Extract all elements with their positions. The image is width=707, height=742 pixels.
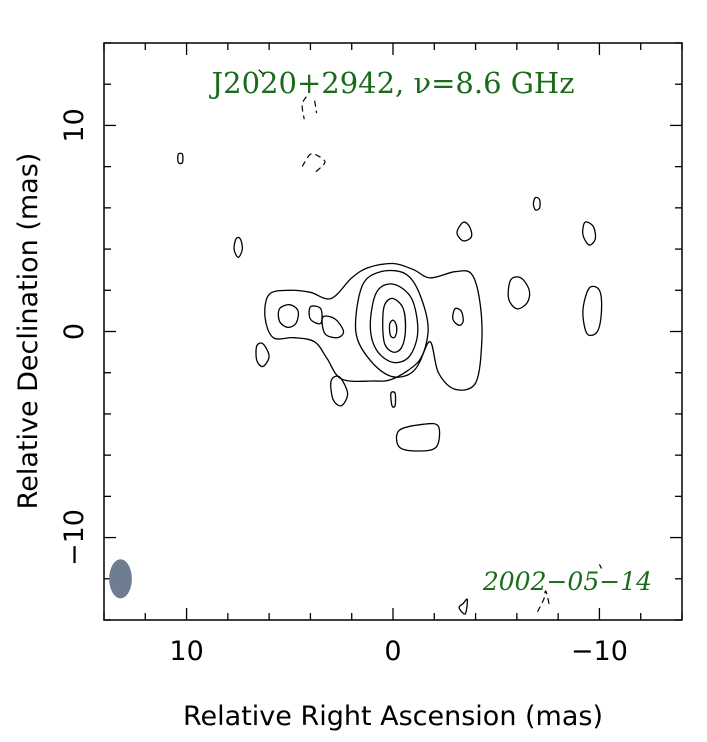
positive-contour bbox=[458, 598, 469, 615]
positive-contour bbox=[255, 342, 270, 368]
positive-contour bbox=[177, 152, 184, 165]
positive-contour bbox=[532, 196, 541, 211]
x-axis-label: Relative Right Ascension (mas) bbox=[183, 701, 603, 732]
positive-contour bbox=[452, 307, 464, 326]
x-tick-label: 10 bbox=[169, 636, 203, 667]
positive-contour bbox=[582, 221, 597, 246]
positive-contour bbox=[382, 297, 407, 353]
y-tick-labels: 10 0 −10 bbox=[59, 108, 90, 566]
positive-contour bbox=[277, 304, 300, 329]
chart-title: J2020+2942, ν=8.6 GHz bbox=[209, 66, 575, 100]
positive-contour bbox=[264, 262, 483, 391]
axis-ticks bbox=[103, 42, 683, 621]
negative-contour bbox=[258, 69, 264, 75]
negative-contour bbox=[314, 100, 318, 114]
plot-frame bbox=[103, 42, 683, 621]
positive-contour bbox=[233, 236, 244, 258]
negative-contour bbox=[301, 96, 307, 120]
negative-contour bbox=[598, 564, 603, 569]
negative-contour bbox=[301, 153, 326, 174]
positive-contour bbox=[308, 305, 323, 325]
positive-contour bbox=[369, 283, 419, 364]
positive-contour bbox=[330, 375, 349, 407]
positive-contour bbox=[354, 269, 429, 378]
positive-contour bbox=[395, 422, 441, 452]
beam-ellipse bbox=[109, 559, 132, 599]
positive-contour bbox=[582, 285, 603, 337]
y-tick-label: 10 bbox=[59, 108, 90, 142]
positive-contour bbox=[456, 221, 473, 242]
y-tick-label: −10 bbox=[59, 509, 90, 566]
positive-contour bbox=[321, 315, 345, 339]
positive-contour bbox=[507, 276, 531, 310]
x-tick-labels: 10 0 −10 bbox=[169, 636, 628, 667]
observation-date: 2002−05−14 bbox=[482, 567, 652, 596]
x-tick-label: −10 bbox=[571, 636, 628, 667]
contour-lines bbox=[177, 69, 603, 615]
negative-contour bbox=[536, 590, 551, 613]
y-axis-label: Relative Declination (mas) bbox=[13, 153, 44, 510]
y-tick-label: 0 bbox=[59, 323, 90, 340]
positive-contour bbox=[390, 391, 397, 408]
x-tick-label: 0 bbox=[384, 636, 401, 667]
positive-contour bbox=[388, 319, 398, 339]
